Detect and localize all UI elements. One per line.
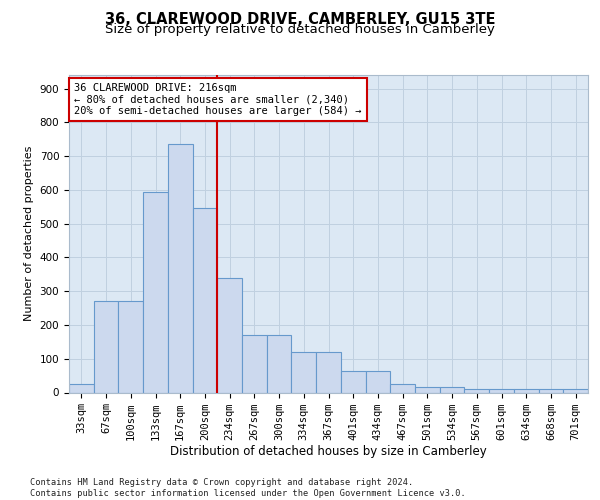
Bar: [168, 144, 193, 392]
Text: Contains HM Land Registry data © Crown copyright and database right 2024.
Contai: Contains HM Land Registry data © Crown c…: [30, 478, 466, 498]
Bar: [217, 278, 242, 392]
Bar: [193, 208, 217, 392]
Bar: [94, 302, 118, 392]
Bar: [242, 335, 267, 392]
Bar: [514, 389, 539, 392]
Bar: [292, 352, 316, 393]
Bar: [365, 370, 390, 392]
Bar: [267, 335, 292, 392]
Y-axis label: Number of detached properties: Number of detached properties: [24, 146, 34, 322]
X-axis label: Distribution of detached houses by size in Camberley: Distribution of detached houses by size …: [170, 446, 487, 458]
Bar: [489, 389, 514, 392]
Bar: [69, 384, 94, 392]
Bar: [464, 389, 489, 392]
Bar: [143, 192, 168, 392]
Text: 36, CLAREWOOD DRIVE, CAMBERLEY, GU15 3TE: 36, CLAREWOOD DRIVE, CAMBERLEY, GU15 3TE: [105, 12, 495, 28]
Bar: [440, 388, 464, 392]
Text: 36 CLAREWOOD DRIVE: 216sqm
← 80% of detached houses are smaller (2,340)
20% of s: 36 CLAREWOOD DRIVE: 216sqm ← 80% of deta…: [74, 83, 362, 116]
Bar: [563, 389, 588, 392]
Text: Size of property relative to detached houses in Camberley: Size of property relative to detached ho…: [105, 22, 495, 36]
Bar: [415, 388, 440, 392]
Bar: [118, 302, 143, 392]
Bar: [316, 352, 341, 393]
Bar: [539, 389, 563, 392]
Bar: [341, 370, 365, 392]
Bar: [390, 384, 415, 392]
